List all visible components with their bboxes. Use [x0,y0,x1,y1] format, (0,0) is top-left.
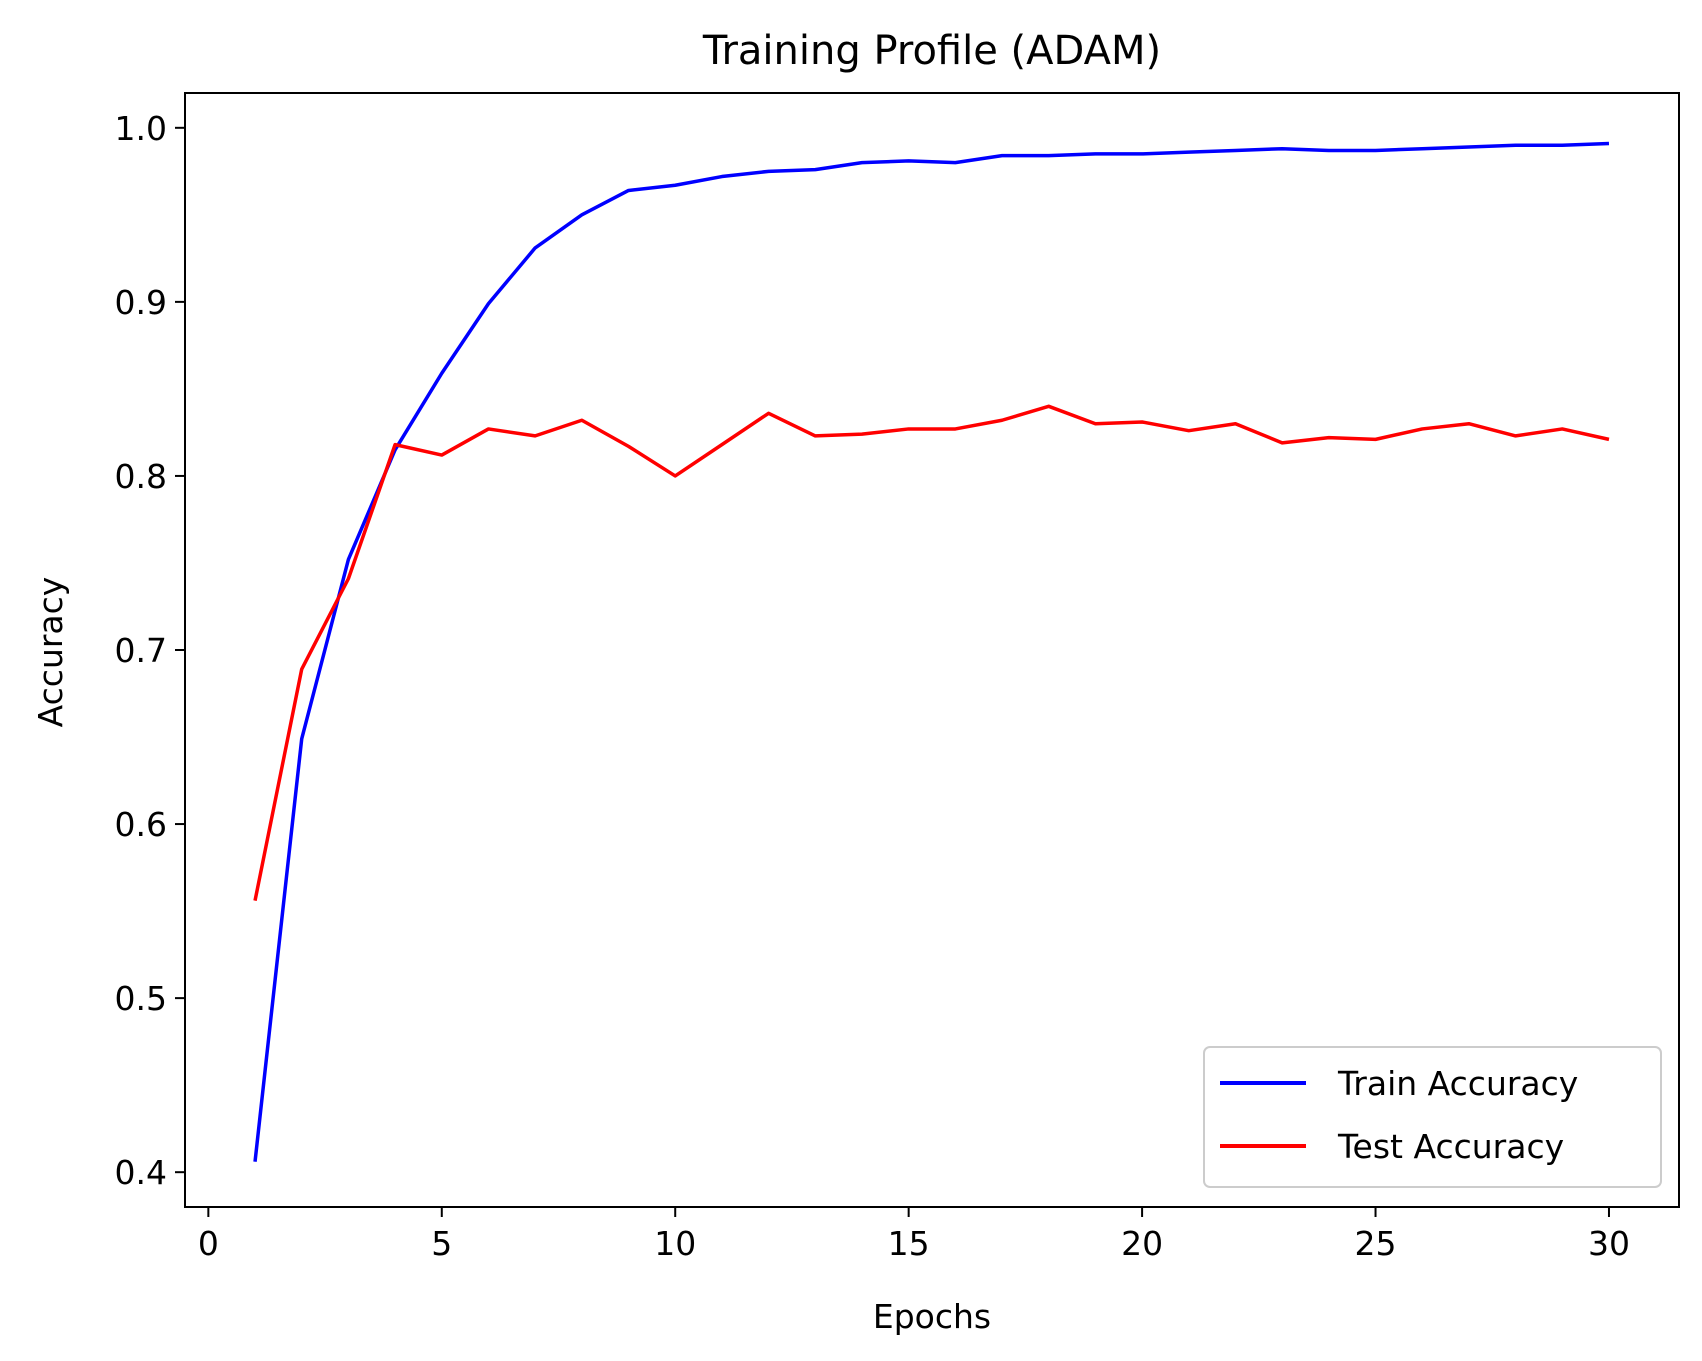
y-tick-label: 0.6 [115,805,167,844]
y-tick-label: 0.4 [115,1153,167,1192]
x-tick-label: 20 [1121,1224,1163,1263]
series-line-test-accuracy [253,404,1610,901]
x-tick-label: 10 [654,1224,696,1263]
legend-label-test-accuracy: Test Accuracy [1337,1127,1564,1166]
x-tick-label: 5 [431,1224,452,1263]
x-tick-label: 0 [198,1224,219,1263]
legend-label-train-accuracy: Train Accuracy [1337,1064,1578,1103]
series-line-train-accuracy [253,141,1610,1162]
x-tick-label: 15 [888,1224,930,1263]
ticks-layer: 0 5 10 15 20 25 30 0.4 0.5 0.6 0.7 0.8 0.9 1.0 [115,109,1630,1263]
legend-box [1203,1046,1662,1188]
y-tick-label: 1.0 [115,109,167,148]
y-axis-label: Accuracy [31,577,70,728]
series-layer [253,141,1610,1162]
y-tick-label: 0.5 [115,979,167,1018]
x-tick-label: 25 [1355,1224,1397,1263]
plot-frame [184,92,1680,1208]
x-axis-label: Epochs [873,1297,991,1336]
x-tick-label: 30 [1588,1224,1630,1263]
legend: Train Accuracy Test Accuracy [1203,1046,1662,1188]
y-tick-label: 0.9 [115,283,167,322]
y-tick-label: 0.7 [115,631,167,670]
y-tick-label: 0.8 [115,457,167,496]
chart-title: Training Profile (ADAM) [702,28,1161,74]
